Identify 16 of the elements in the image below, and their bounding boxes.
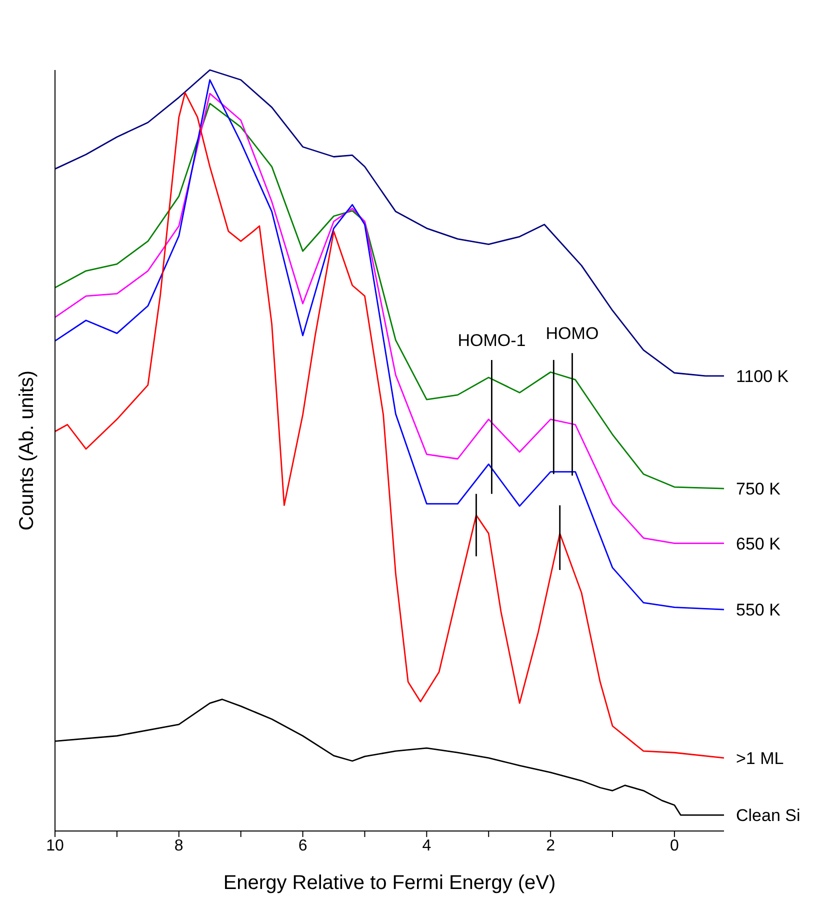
series-label: 550 K: [736, 600, 782, 620]
annotation: HOMO-1: [458, 330, 526, 350]
x-tick-label: 2: [546, 837, 556, 854]
series-label: 1100 K: [736, 366, 790, 386]
x-tick-label: 6: [298, 837, 308, 854]
x-tick-label: 10: [46, 837, 64, 854]
series-label: 650 K: [736, 534, 782, 554]
x-tick-label: 0: [670, 837, 679, 854]
x-axis-title: Energy Relative to Fermi Energy (eV): [223, 872, 556, 894]
y-axis-title: Counts (Ab. units): [16, 370, 38, 530]
annotation: HOMO: [546, 324, 599, 344]
series-label: >1 ML: [736, 748, 784, 768]
series-label: 750 K: [736, 480, 782, 499]
series-label: Clean Si: [736, 806, 800, 826]
x-tick-label: 4: [422, 837, 432, 854]
x-tick-label: 8: [174, 837, 184, 854]
